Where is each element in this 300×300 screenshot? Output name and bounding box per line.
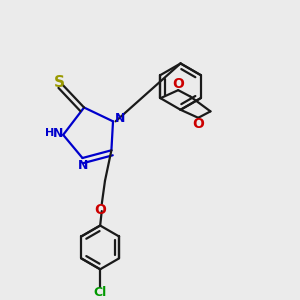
Text: O: O xyxy=(192,117,204,130)
Text: N: N xyxy=(53,127,63,140)
Text: N: N xyxy=(115,112,125,125)
Text: H: H xyxy=(45,128,54,138)
Text: O: O xyxy=(94,203,106,217)
Text: S: S xyxy=(54,75,65,90)
Text: O: O xyxy=(172,77,184,92)
Text: Cl: Cl xyxy=(94,286,107,299)
Text: N: N xyxy=(78,159,88,172)
